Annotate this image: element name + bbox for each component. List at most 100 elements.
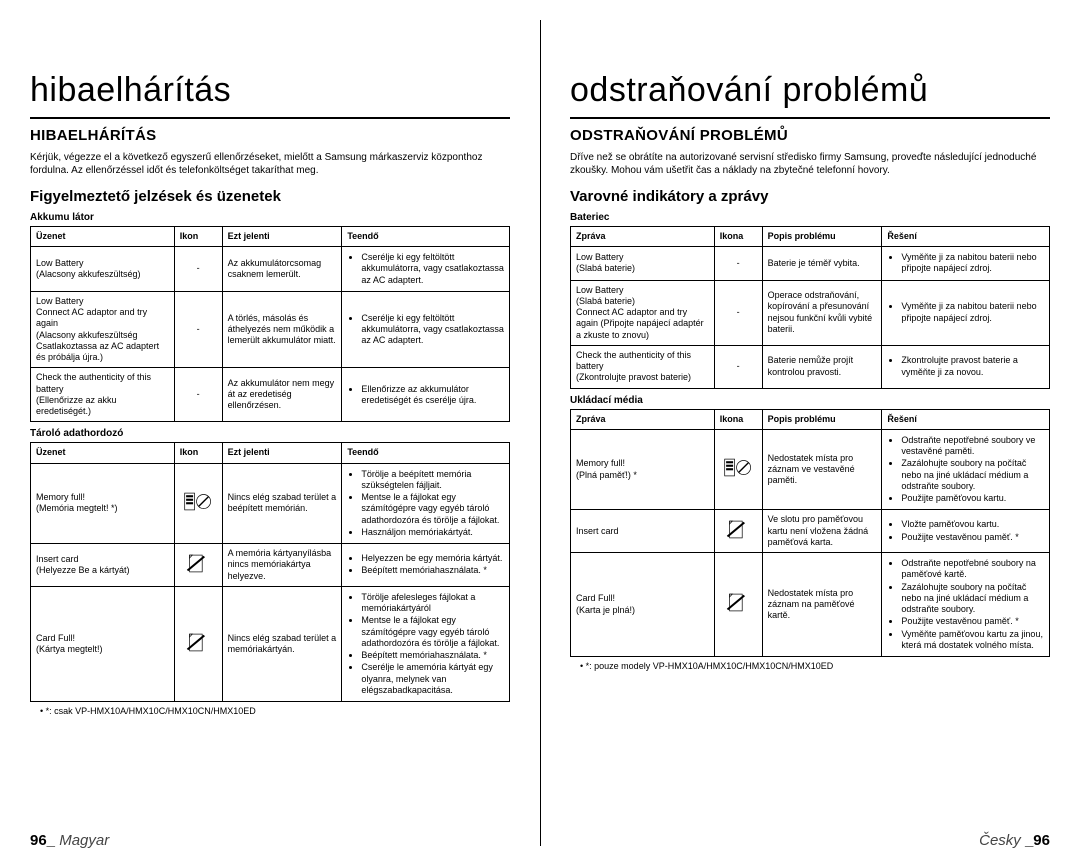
action-cell: Vyměňte ji za nabitou baterii nebo připo… [882, 280, 1050, 345]
table-row: Card Full!(Kártya megtelt!) Nincs elég sz… [31, 586, 510, 701]
card-icon [724, 519, 752, 541]
desc-cell: Baterie nemůže projít kontrolou pravosti… [762, 345, 882, 388]
card-icon [184, 553, 212, 575]
msg-cell: Memory full!(Memória megtelt! *) [31, 463, 175, 544]
action-cell: Vložte paměťovou kartu.Použijte vestavěn… [882, 510, 1050, 553]
action-cell: Ellenőrizze az akkumulátor eredetiségét … [342, 368, 510, 422]
action-cell: Odstraňte nepotřebné soubory na paměťové… [882, 553, 1050, 657]
card-icon [724, 592, 752, 614]
column-header: Ikona [714, 226, 762, 246]
action-cell: Cserélje ki egy feltöltött akkumulátorra… [342, 247, 510, 292]
table-row: Low Battery(Alacsony akkufeszültség)-Az … [31, 247, 510, 292]
icon-cell [174, 586, 222, 701]
msg-cell: Low Battery(Slabá baterie)Connect AC ada… [571, 280, 715, 345]
intro-text: Dříve než se obrátíte na autorizované se… [570, 151, 1050, 178]
icon-cell: - [174, 247, 222, 292]
desc-cell: Nedostatek místa pro záznam na paměťové … [762, 553, 882, 657]
desc-cell: Nincs elég szabad terület a memóriakárty… [222, 586, 342, 701]
table-row: Low Battery(Slabá baterie)Connect AC ada… [571, 280, 1050, 345]
column-header: Teendő [342, 226, 510, 246]
page-spread: hibaelhárítás HIBAELHÁRÍTÁS Kérjük, vége… [0, 0, 1080, 866]
column-header: Zpráva [571, 409, 715, 429]
icon-cell [714, 553, 762, 657]
table-row: Check the authenticity of this battery(E… [31, 368, 510, 422]
right-page: odstraňování problémů ODSTRAŇOVÁNÍ PROBL… [540, 0, 1080, 866]
msg-cell: Check the authenticity of this battery(Z… [571, 345, 715, 388]
column-header: Popis problému [762, 409, 882, 429]
page-footer: 96_ Magyar [30, 832, 109, 850]
left-page: hibaelhárítás HIBAELHÁRÍTÁS Kérjük, vége… [0, 0, 540, 866]
msg-cell: Memory full!(Plná paměť!) * [571, 429, 715, 510]
desc-cell: Nedostatek místa pro záznam ve vestavěné… [762, 429, 882, 510]
table-row: Low Battery(Slabá baterie)-Baterie je té… [571, 247, 1050, 281]
footnote: *: csak VP-HMX10A/HMX10C/HMX10CN/HMX10ED [40, 706, 510, 717]
page-number: _96 [1025, 832, 1050, 849]
table-row: Card Full!(Karta je plná!) Nedostatek mís… [571, 553, 1050, 657]
intro-text: Kérjük, végezze el a következő egyszerű … [30, 151, 510, 178]
subsection-heading: Varovné indikátory a zprávy [570, 188, 1050, 206]
footnote: *: pouze modely VP-HMX10A/HMX10C/HMX10CN… [580, 661, 1050, 672]
desc-cell: Baterie je téměř vybita. [762, 247, 882, 281]
msg-cell: Low Battery(Slabá baterie) [571, 247, 715, 281]
table-row: Check the authenticity of this battery(Z… [571, 345, 1050, 388]
page-title: hibaelhárítás [30, 70, 510, 119]
icon-cell: - [714, 280, 762, 345]
column-header: Üzenet [31, 226, 175, 246]
table-label: Ukládací média [570, 395, 1050, 407]
table-row: Insert card(Helyezze Be a kártyát) A memó… [31, 544, 510, 587]
table-label: Tároló adathordozó [30, 428, 510, 440]
desc-cell: Operace odstraňování, kopírování a přesu… [762, 280, 882, 345]
msg-cell: Low Battery(Alacsony akkufeszültség) [31, 247, 175, 292]
storage-table-left: ÜzenetIkonEzt jelentiTeendőMemory full!(… [30, 442, 510, 702]
icon-cell: - [714, 345, 762, 388]
column-header: Popis problému [762, 226, 882, 246]
action-cell: Odstraňte nepotřebné soubory ve vestavěn… [882, 429, 1050, 510]
column-header: Ikona [714, 409, 762, 429]
column-header: Řešení [882, 226, 1050, 246]
page-language: Česky [979, 832, 1021, 849]
battery-table-left: ÜzenetIkonEzt jelentiTeendőLow Battery(A… [30, 226, 510, 423]
icon-cell [174, 463, 222, 544]
desc-cell: Ve slotu pro paměťovou kartu není vložen… [762, 510, 882, 553]
column-header: Zpráva [571, 226, 715, 246]
column-header: Ikon [174, 226, 222, 246]
battery-table-right: ZprávaIkonaPopis problémuŘešeníLow Batte… [570, 226, 1050, 389]
msg-cell: Insert card(Helyezze Be a kártyát) [31, 544, 175, 587]
table-row: Memory full!(Plná paměť!) * Nedostatek mí… [571, 429, 1050, 510]
storage-table-right: ZprávaIkonaPopis problémuŘešeníMemory fu… [570, 409, 1050, 658]
msg-cell: Check the authenticity of this battery(E… [31, 368, 175, 422]
page-number: 96_ [30, 832, 55, 849]
table-row: Memory full!(Memória megtelt! *)Nincs el… [31, 463, 510, 544]
icon-cell: - [714, 247, 762, 281]
desc-cell: A törlés, másolás és áthelyezés nem műkö… [222, 291, 342, 368]
table-label: Bateriec [570, 212, 1050, 224]
column-header: Ikon [174, 443, 222, 463]
action-cell: Zkontrolujte pravost baterie a vyměňte j… [882, 345, 1050, 388]
action-cell: Törölje afelesleges fájlokat a memóriaká… [342, 586, 510, 701]
msg-cell: Low BatteryConnect AC adaptor and try ag… [31, 291, 175, 368]
icon-cell [714, 510, 762, 553]
action-cell: Törölje a beépített memória szükségtelen… [342, 463, 510, 544]
mem-icon [184, 491, 212, 513]
table-row: Insert card Ve slotu pro paměťovou kartu … [571, 510, 1050, 553]
desc-cell: A memória kártyanyílásba nincs memóriaká… [222, 544, 342, 587]
card-icon [184, 632, 212, 654]
mem-icon [724, 457, 752, 479]
msg-cell: Insert card [571, 510, 715, 553]
column-header: Ezt jelenti [222, 443, 342, 463]
column-header: Üzenet [31, 443, 175, 463]
page-language: Magyar [59, 832, 109, 849]
table-row: Low BatteryConnect AC adaptor and try ag… [31, 291, 510, 368]
column-header: Teendő [342, 443, 510, 463]
msg-cell: Card Full!(Karta je plná!) [571, 553, 715, 657]
subsection-heading: Figyelmeztető jelzések és üzenetek [30, 188, 510, 206]
action-cell: Helyezzen be egy memória kártyát.Beépíte… [342, 544, 510, 587]
column-header: Ezt jelenti [222, 226, 342, 246]
action-cell: Cserélje ki egy feltöltött akkumulátorra… [342, 291, 510, 368]
icon-cell [174, 544, 222, 587]
desc-cell: Az akkumulátorcsomag csaknem lemerült. [222, 247, 342, 292]
icon-cell: - [174, 291, 222, 368]
msg-cell: Card Full!(Kártya megtelt!) [31, 586, 175, 701]
action-cell: Vyměňte ji za nabitou baterii nebo připo… [882, 247, 1050, 281]
icon-cell [714, 429, 762, 510]
